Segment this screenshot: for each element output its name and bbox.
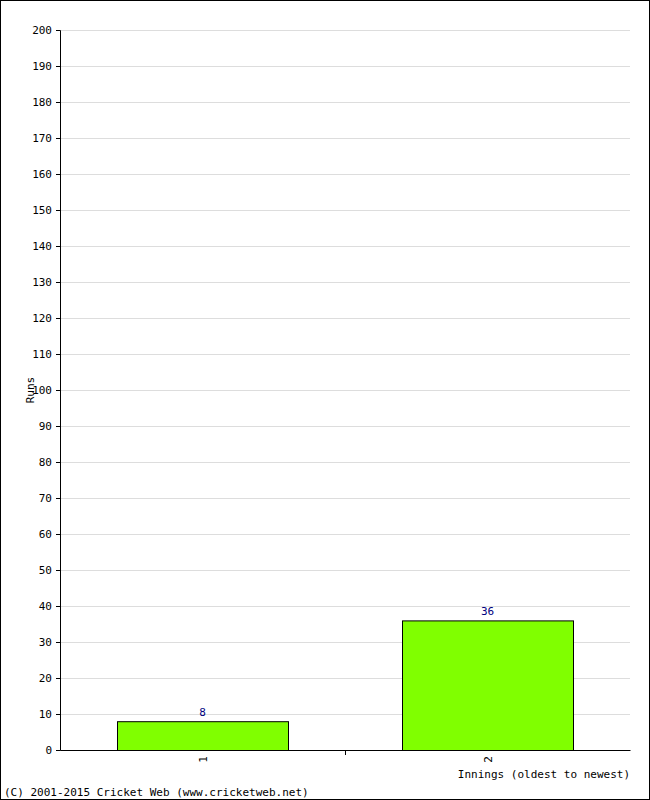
- grid-line: [60, 318, 630, 319]
- y-tick-label: 70: [39, 492, 52, 505]
- x-tick-label: 1: [197, 756, 210, 763]
- y-tick-mark: [56, 570, 60, 571]
- y-tick: 40: [39, 600, 60, 613]
- y-tick-label: 110: [32, 348, 52, 361]
- grid-line: [60, 606, 630, 607]
- y-tick: 190: [32, 60, 60, 73]
- grid-line: [60, 390, 630, 391]
- y-tick-label: 10: [39, 708, 52, 721]
- data-labels: 8 36: [199, 605, 494, 719]
- y-tick-mark: [56, 426, 60, 427]
- grid-line: [60, 66, 630, 67]
- y-tick-mark: [56, 210, 60, 211]
- y-tick-mark: [56, 462, 60, 463]
- y-tick: 90: [39, 420, 60, 433]
- y-tick-label: 180: [32, 96, 52, 109]
- y-tick-mark: [56, 390, 60, 391]
- y-tick-label: 50: [39, 564, 52, 577]
- grid: [60, 31, 630, 751]
- y-tick-mark: [56, 138, 60, 139]
- grid-line: [60, 426, 630, 427]
- grid-line: [60, 210, 630, 211]
- y-tick-label: 190: [32, 60, 52, 73]
- y-tick: 20: [39, 672, 60, 685]
- category-divider: [345, 750, 346, 755]
- y-tick-mark: [56, 498, 60, 499]
- y-tick-mark: [56, 30, 60, 31]
- y-tick-label: 0: [45, 744, 52, 757]
- y-tick-label: 120: [32, 312, 52, 325]
- y-tick-label: 140: [32, 240, 52, 253]
- x-axis-title: Innings (oldest to newest): [458, 768, 630, 781]
- y-tick-mark: [56, 534, 60, 535]
- y-tick-label: 80: [39, 456, 52, 469]
- y-tick-label: 90: [39, 420, 52, 433]
- y-tick-label: 60: [39, 528, 52, 541]
- grid-line: [60, 354, 630, 355]
- y-tick: 120: [32, 312, 60, 325]
- y-tick: 200: [32, 24, 60, 37]
- y-tick-label: 130: [32, 276, 52, 289]
- y-tick: 180: [32, 96, 60, 109]
- data-label: 36: [481, 605, 494, 618]
- y-tick: 50: [39, 564, 60, 577]
- y-tick: 150: [32, 204, 60, 217]
- y-tick: 110: [32, 348, 60, 361]
- y-tick-mark: [56, 102, 60, 103]
- y-tick-mark: [56, 750, 60, 751]
- y-tick: 130: [32, 276, 60, 289]
- y-tick-mark: [56, 354, 60, 355]
- y-axis-line: [56, 31, 61, 751]
- y-tick: 160: [32, 168, 60, 181]
- y-tick-mark: [56, 282, 60, 283]
- chart: 8360102030405060708090100110120130140150…: [0, 0, 650, 800]
- y-tick-mark: [56, 642, 60, 643]
- y-tick: 60: [39, 528, 60, 541]
- y-tick-mark: [56, 678, 60, 679]
- y-tick-mark: [56, 318, 60, 319]
- x-axis: 12: [61, 751, 631, 763]
- grid-line: [60, 282, 630, 283]
- y-axis-title: Runs: [24, 377, 37, 404]
- y-tick: 10: [39, 708, 60, 721]
- y-tick: 30: [39, 636, 60, 649]
- y-tick-label: 40: [39, 600, 52, 613]
- grid-line: [60, 138, 630, 139]
- grid-line: [60, 30, 630, 31]
- y-tick: 170: [32, 132, 60, 145]
- grid-line: [60, 570, 630, 571]
- data-label: 8: [199, 706, 206, 719]
- y-tick-label: 200: [32, 24, 52, 37]
- grid-line: [60, 534, 630, 535]
- y-tick-label: 20: [39, 672, 52, 685]
- grid-line: [60, 102, 630, 103]
- frame: [1, 1, 650, 800]
- grid-line: [60, 498, 630, 499]
- y-tick-mark: [56, 246, 60, 247]
- grid-line: [60, 174, 630, 175]
- x-tick: 2: [482, 756, 495, 763]
- y-tick-mark: [56, 714, 60, 715]
- annotation: (C) 2001-2015 Cricket Web (www.cricketwe…: [4, 786, 309, 799]
- y-tick-label: 160: [32, 168, 52, 181]
- x-tick-label: 2: [482, 756, 495, 763]
- grid-line: [60, 246, 630, 247]
- y-tick-label: 170: [32, 132, 52, 145]
- bar: [403, 621, 574, 750]
- y-tick-label: 30: [39, 636, 52, 649]
- y-tick: 0: [45, 744, 60, 757]
- bar: [118, 722, 289, 750]
- y-tick-mark: [56, 174, 60, 175]
- bars: [118, 621, 574, 750]
- y-tick: 140: [32, 240, 60, 253]
- y-tick-label: 150: [32, 204, 52, 217]
- x-tick: 1: [197, 756, 210, 763]
- grid-line: [60, 462, 630, 463]
- y-tick-mark: [56, 606, 60, 607]
- y-tick-mark: [56, 66, 60, 67]
- y-tick: 70: [39, 492, 60, 505]
- y-tick: 80: [39, 456, 60, 469]
